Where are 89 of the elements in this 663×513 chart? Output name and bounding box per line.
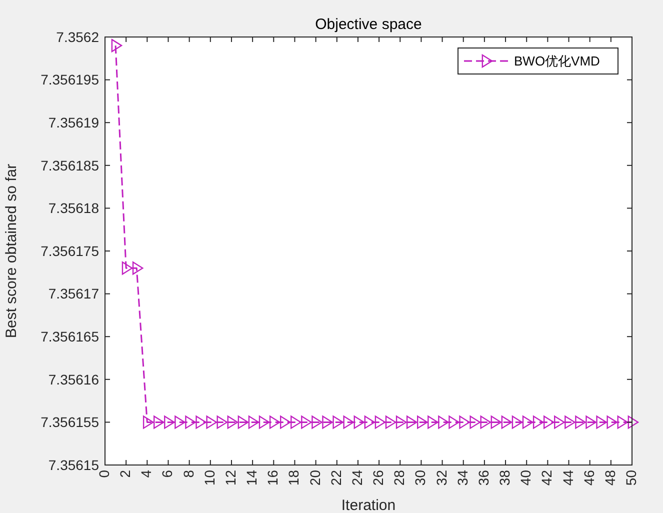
point	[258, 416, 270, 429]
point	[185, 416, 196, 429]
y-tick-label: 7.35617	[48, 286, 100, 302]
point	[332, 416, 344, 429]
point	[174, 416, 186, 429]
point	[406, 416, 418, 429]
point	[290, 416, 302, 429]
point	[396, 416, 407, 429]
point	[480, 416, 492, 429]
point	[227, 416, 238, 429]
point	[586, 416, 596, 429]
point	[322, 416, 333, 429]
x-tick-label: 38	[496, 470, 513, 486]
x-tick-label: 2	[117, 470, 134, 478]
y-tick-label: 7.356185	[40, 157, 100, 174]
point	[374, 416, 386, 429]
x-tick-label: 16	[264, 470, 281, 486]
point	[428, 416, 438, 429]
point	[301, 416, 312, 429]
x-tick-label: 46	[580, 470, 597, 486]
x-tick-label: 10	[201, 470, 218, 486]
point	[628, 416, 639, 429]
point	[142, 416, 154, 429]
point	[512, 416, 523, 429]
point	[343, 416, 354, 429]
point	[280, 416, 291, 429]
x-tick-label: 28	[391, 470, 408, 486]
point	[417, 416, 428, 429]
chart-title: Objective space	[315, 16, 422, 33]
point	[164, 416, 175, 429]
x-tick-label: 32	[433, 470, 450, 486]
point	[248, 416, 260, 429]
y-tick-label: 7.356175	[40, 242, 100, 259]
point	[438, 416, 449, 429]
point	[532, 416, 544, 429]
x-tick-label: 14	[244, 470, 260, 486]
point	[206, 416, 217, 429]
point	[312, 416, 322, 429]
point	[385, 416, 396, 429]
point	[501, 416, 512, 429]
point	[522, 416, 534, 429]
point	[543, 416, 554, 429]
point	[490, 416, 502, 429]
point	[364, 416, 376, 429]
point	[554, 416, 565, 429]
x-tick-label: 18	[286, 470, 302, 486]
x-tick-label: 36	[475, 470, 492, 486]
point	[354, 416, 365, 429]
point	[606, 416, 618, 429]
y-tick-label: 7.356155	[40, 414, 100, 430]
point	[196, 416, 206, 429]
x-axis-title: Iteration	[341, 497, 396, 513]
point	[132, 262, 144, 275]
legend-label: BWO优化VMD	[514, 54, 600, 69]
point	[596, 416, 607, 429]
point	[448, 416, 460, 429]
x-tick-label: 44	[560, 470, 576, 486]
y-tick-label: 7.356165	[40, 328, 100, 344]
y-tick-label: 7.356195	[40, 72, 100, 88]
x-tick-label: 4	[138, 470, 154, 478]
x-tick-label: 34	[454, 470, 470, 486]
x-tick-label: 42	[538, 470, 555, 486]
point	[111, 38, 122, 52]
x-tick-label: 12	[222, 470, 238, 486]
x-tick-label: 40	[518, 470, 534, 486]
y-tick-label: 7.3562	[56, 28, 100, 45]
point	[154, 416, 164, 429]
y-axis-title: Best score obtained so far	[3, 164, 20, 338]
point	[575, 416, 586, 429]
point	[459, 416, 470, 429]
y-tick-label: 7.35619	[48, 114, 100, 130]
x-tick-label: 20	[306, 470, 323, 486]
y-tick-label: 7.35616	[48, 371, 100, 388]
x-tick-label: 22	[328, 470, 344, 486]
x-tick-label: 50	[623, 470, 639, 486]
point	[617, 416, 628, 429]
y-tick-label: 7.35618	[48, 200, 100, 216]
point	[122, 262, 133, 275]
x-tick-label: 8	[180, 470, 196, 478]
point	[470, 416, 480, 429]
point	[216, 416, 228, 429]
point	[269, 416, 280, 429]
point	[238, 416, 249, 429]
x-tick-label: 30	[412, 470, 428, 486]
x-tick-label: 26	[370, 470, 386, 486]
x-tick-label: 24	[348, 470, 365, 486]
point	[564, 416, 576, 429]
x-tick-label: 6	[159, 470, 176, 478]
x-tick-label: 48	[602, 470, 618, 486]
